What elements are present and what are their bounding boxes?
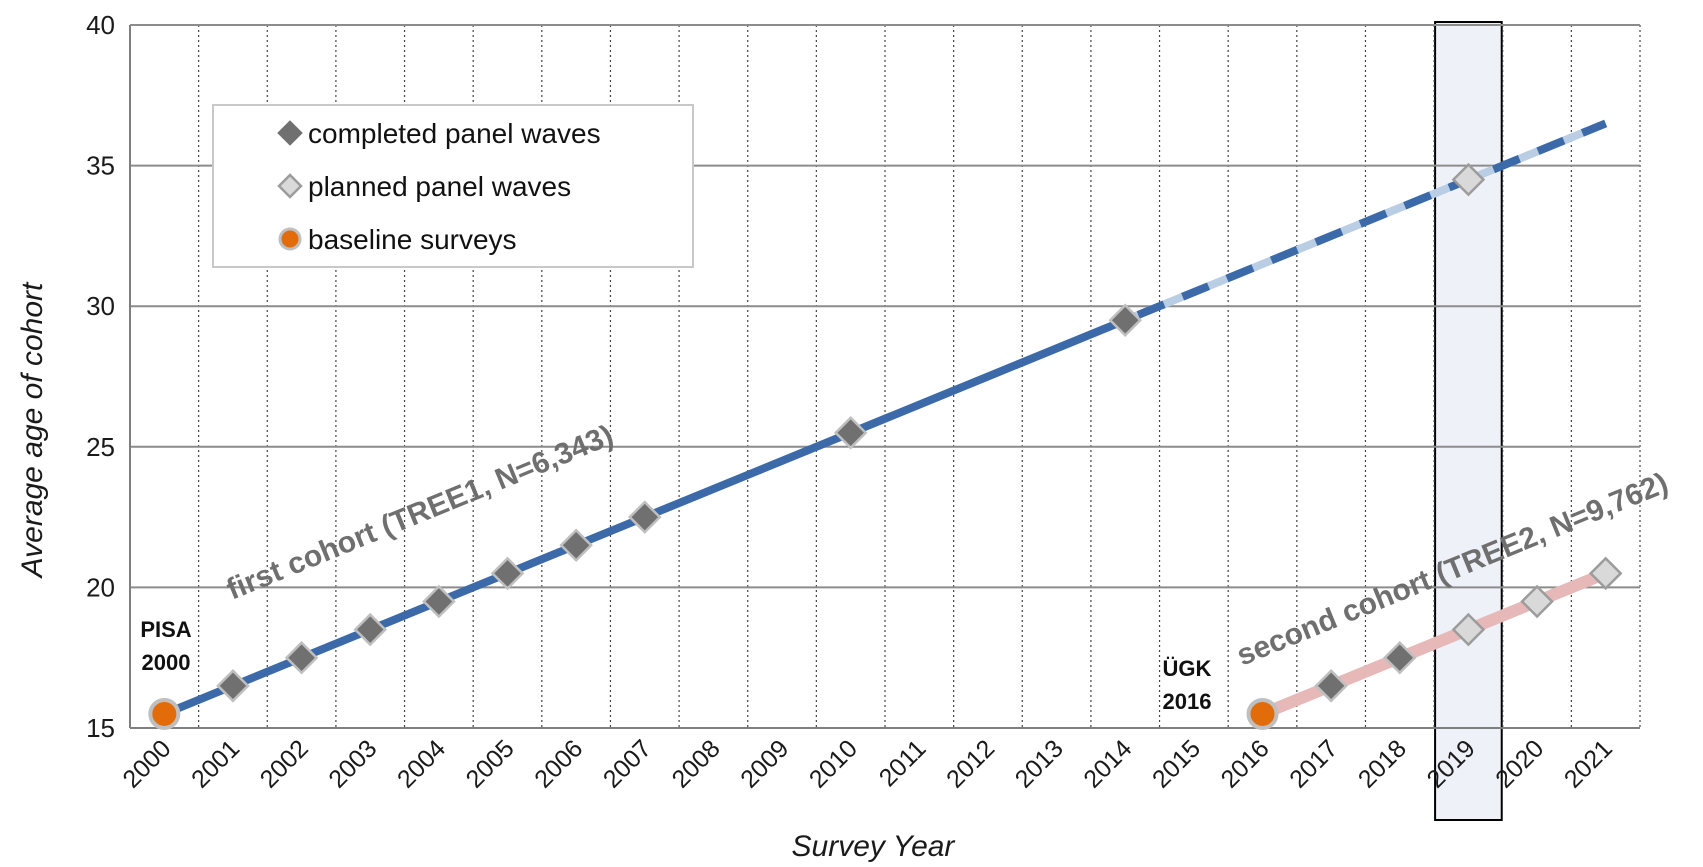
highlight-box-2019 (1434, 21, 1503, 821)
legend-label: baseline surveys (308, 224, 517, 255)
x-tick-label: 2003 (323, 734, 382, 793)
y-tick-label: 35 (86, 151, 115, 181)
x-tick-label: 2006 (529, 734, 588, 793)
x-tick-label: 2005 (461, 734, 520, 793)
first-cohort-completed-point (628, 500, 662, 534)
pisa-2000-annotation: 2000 (142, 650, 191, 675)
first-cohort-completed-point (833, 415, 868, 450)
legend-label: planned panel waves (308, 171, 571, 202)
second-cohort-planned-point (1588, 556, 1623, 591)
second-cohort-completed-point (1314, 669, 1348, 703)
legend-diamond-icon (277, 173, 303, 199)
y-tick-label: 20 (86, 572, 115, 602)
second-cohort-planned-point (1520, 584, 1554, 619)
x-tick-label: 2017 (1284, 734, 1343, 793)
x-tick-label: 2008 (667, 734, 726, 793)
first-cohort-completed-point (559, 528, 593, 562)
x-tick-label: 2007 (598, 734, 657, 793)
second-cohort-baseline-point (1246, 697, 1279, 730)
x-tick-label: 2011 (874, 734, 932, 792)
y-tick-label: 30 (86, 291, 115, 321)
legend: completed panel waves planned panel waves… (212, 104, 694, 268)
y-tick-label: 25 (86, 432, 115, 462)
first-cohort-baseline-point (148, 697, 181, 730)
highlight-column-layer (1434, 21, 1503, 821)
first-cohort-completed-point (216, 669, 250, 703)
first-cohort-completed-point (422, 584, 456, 619)
x-tick-label: 2014 (1078, 734, 1137, 793)
first-cohort-dashed-trend (1123, 119, 1608, 324)
x-tick-label: 2015 (1147, 734, 1206, 793)
legend-circle-icon (278, 227, 302, 251)
x-tick-label: 2013 (1010, 734, 1069, 793)
pisa-2000-annotation: PISA (140, 617, 191, 642)
x-tick-label: 2012 (941, 734, 1000, 793)
first-cohort-completed-point (490, 556, 525, 591)
x-tick-label: 2004 (392, 734, 451, 793)
markers-layer (148, 162, 1623, 730)
second-cohort-completed-point (1383, 640, 1417, 675)
x-tick-label: 2018 (1353, 734, 1412, 793)
x-axis-title: Survey Year (792, 830, 956, 863)
y-tick-label: 15 (86, 713, 115, 743)
ugk-2016-annotation: ÜGK (1163, 656, 1212, 681)
x-tick-label: 2010 (804, 734, 863, 793)
legend-label: completed panel waves (308, 118, 601, 149)
x-tick-label: 2009 (735, 734, 794, 793)
first-cohort-completed-point (284, 640, 319, 675)
second-cohort-planned-point (1451, 612, 1486, 647)
x-tick-label: 2000 (117, 734, 176, 793)
first-cohort-planned-point (1451, 162, 1486, 197)
y-tick-label: 40 (86, 10, 115, 40)
legend-diamond-icon (277, 120, 303, 146)
first-cohort-completed-point (353, 612, 387, 647)
y-axis-title: Average age of cohort (16, 281, 49, 579)
first-cohort-line (160, 316, 1130, 718)
x-tick-label: 2016 (1216, 734, 1275, 793)
x-tick-label: 2001 (186, 734, 245, 793)
x-tick-label: 2002 (255, 734, 314, 793)
first-cohort-completed-point (1108, 303, 1142, 338)
ugk-2016-annotation: 2016 (1163, 689, 1212, 714)
x-tick-label: 2021 (1559, 734, 1618, 793)
